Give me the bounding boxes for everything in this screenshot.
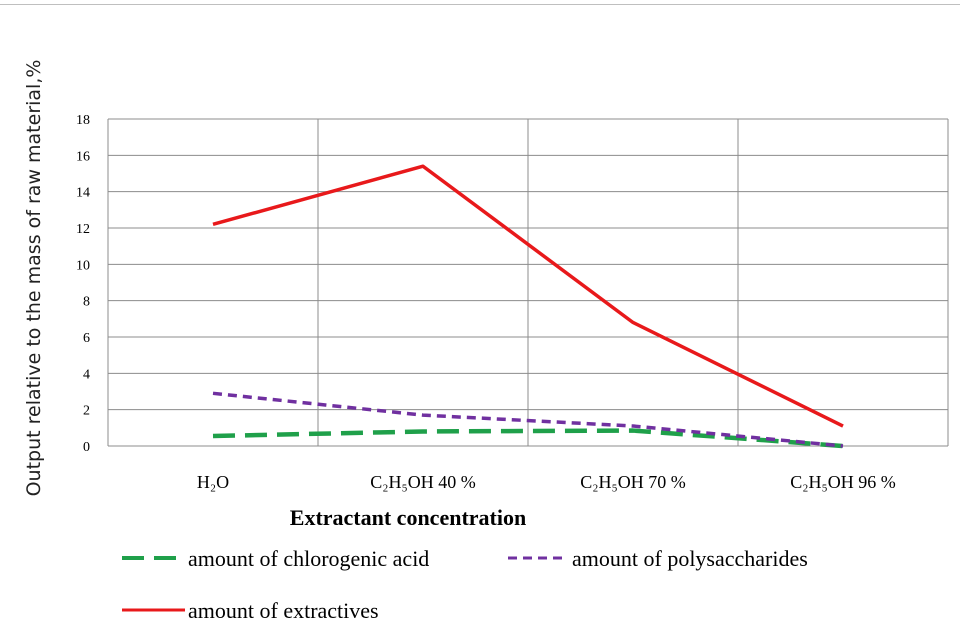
x-tick-label: H₂O [197,472,229,492]
y-axis-label: Output relative to the mass of raw mater… [23,60,45,497]
x-axis-ticks: H₂O C₂H₅OH 40 % C₂H₅OH 70 % C₂H₅OH 96 % [197,472,896,492]
y-axis-ticks: 0 2 4 6 8 10 12 14 16 18 [76,113,90,455]
y-tick-label: 4 [83,367,90,382]
y-tick-label: 14 [76,186,90,201]
series-line [212,164,844,428]
series-lines [212,164,844,449]
legend-label: amount of polysaccharides [572,546,808,571]
x-tick-label: C₂H₅OH 96 % [790,472,896,492]
y-tick-label: 10 [76,258,90,273]
legend-label: amount of extractives [188,598,379,623]
y-tick-label: 18 [76,113,90,128]
x-tick-label: C₂H₅OH 70 % [580,472,686,492]
y-tick-label: 16 [76,149,90,164]
series-line [212,428,844,449]
x-tick-label: C₂H₅OH 40 % [370,472,476,492]
y-tick-label: 6 [83,331,90,346]
y-tick-label: 8 [83,295,90,310]
y-tick-label: 0 [83,440,90,455]
legend: amount of chlorogenic acid amount of poly… [122,546,808,623]
series-line [212,391,844,448]
y-tick-label: 12 [76,222,90,237]
y-tick-label: 2 [83,404,90,419]
legend-label: amount of chlorogenic acid [188,546,429,571]
x-axis-label: Extractant concentration [290,505,526,530]
top-border [0,4,960,5]
